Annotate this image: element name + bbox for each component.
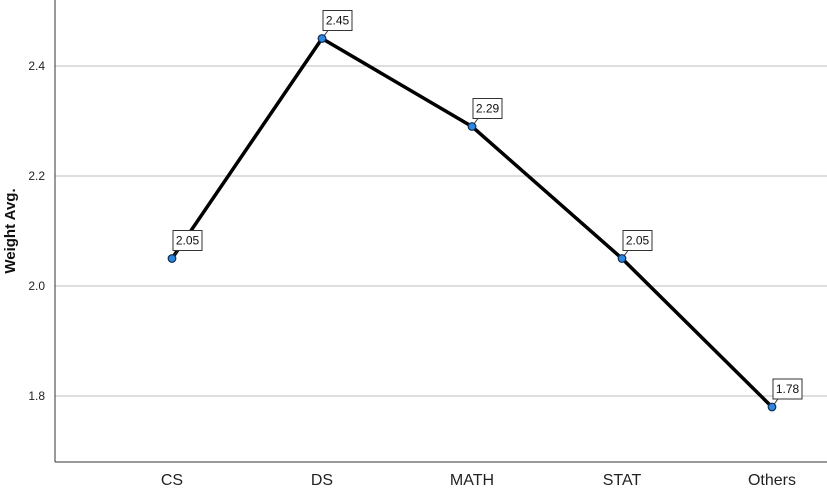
data-label: 1.78 xyxy=(776,382,800,396)
data-label: 2.05 xyxy=(176,234,200,248)
x-tick-label: CS xyxy=(161,472,183,487)
y-tick-label: 2.0 xyxy=(28,279,45,293)
y-axis-title: Weight Avg. xyxy=(2,188,19,273)
x-tick-label: MATH xyxy=(450,472,494,487)
data-label: 2.29 xyxy=(476,102,500,116)
data-label-box xyxy=(772,378,803,400)
data-label-box xyxy=(472,98,503,119)
data-label: 2.45 xyxy=(326,14,350,28)
data-points xyxy=(167,34,777,412)
axes xyxy=(54,0,827,463)
data-point xyxy=(467,122,477,131)
x-tick-label: STAT xyxy=(603,472,642,487)
data-label: 2.05 xyxy=(626,234,650,248)
data-point xyxy=(617,254,627,263)
data-point xyxy=(167,254,177,263)
x-tick-labels: CS DS MATH STAT Others xyxy=(161,472,796,489)
data-labels: 2.05 2.45 2.29 2.05 1.78 xyxy=(171,10,803,408)
y-tick-labels: 1.8 2.0 2.2 2.4 xyxy=(28,59,45,403)
data-point xyxy=(317,34,327,43)
data-label-box xyxy=(322,10,353,31)
data-point xyxy=(767,402,777,412)
data-label-box xyxy=(622,230,653,251)
y-tick-label: 2.2 xyxy=(28,169,45,183)
x-tick-label: DS xyxy=(311,472,333,487)
series-line-group xyxy=(170,36,774,409)
gridlines xyxy=(55,65,827,397)
y-tick-label: 2.4 xyxy=(28,59,45,73)
y-tick-label: 1.8 xyxy=(28,389,45,403)
x-tick-label: Others xyxy=(748,472,796,487)
series-line xyxy=(170,36,774,409)
data-label-box xyxy=(172,230,203,251)
